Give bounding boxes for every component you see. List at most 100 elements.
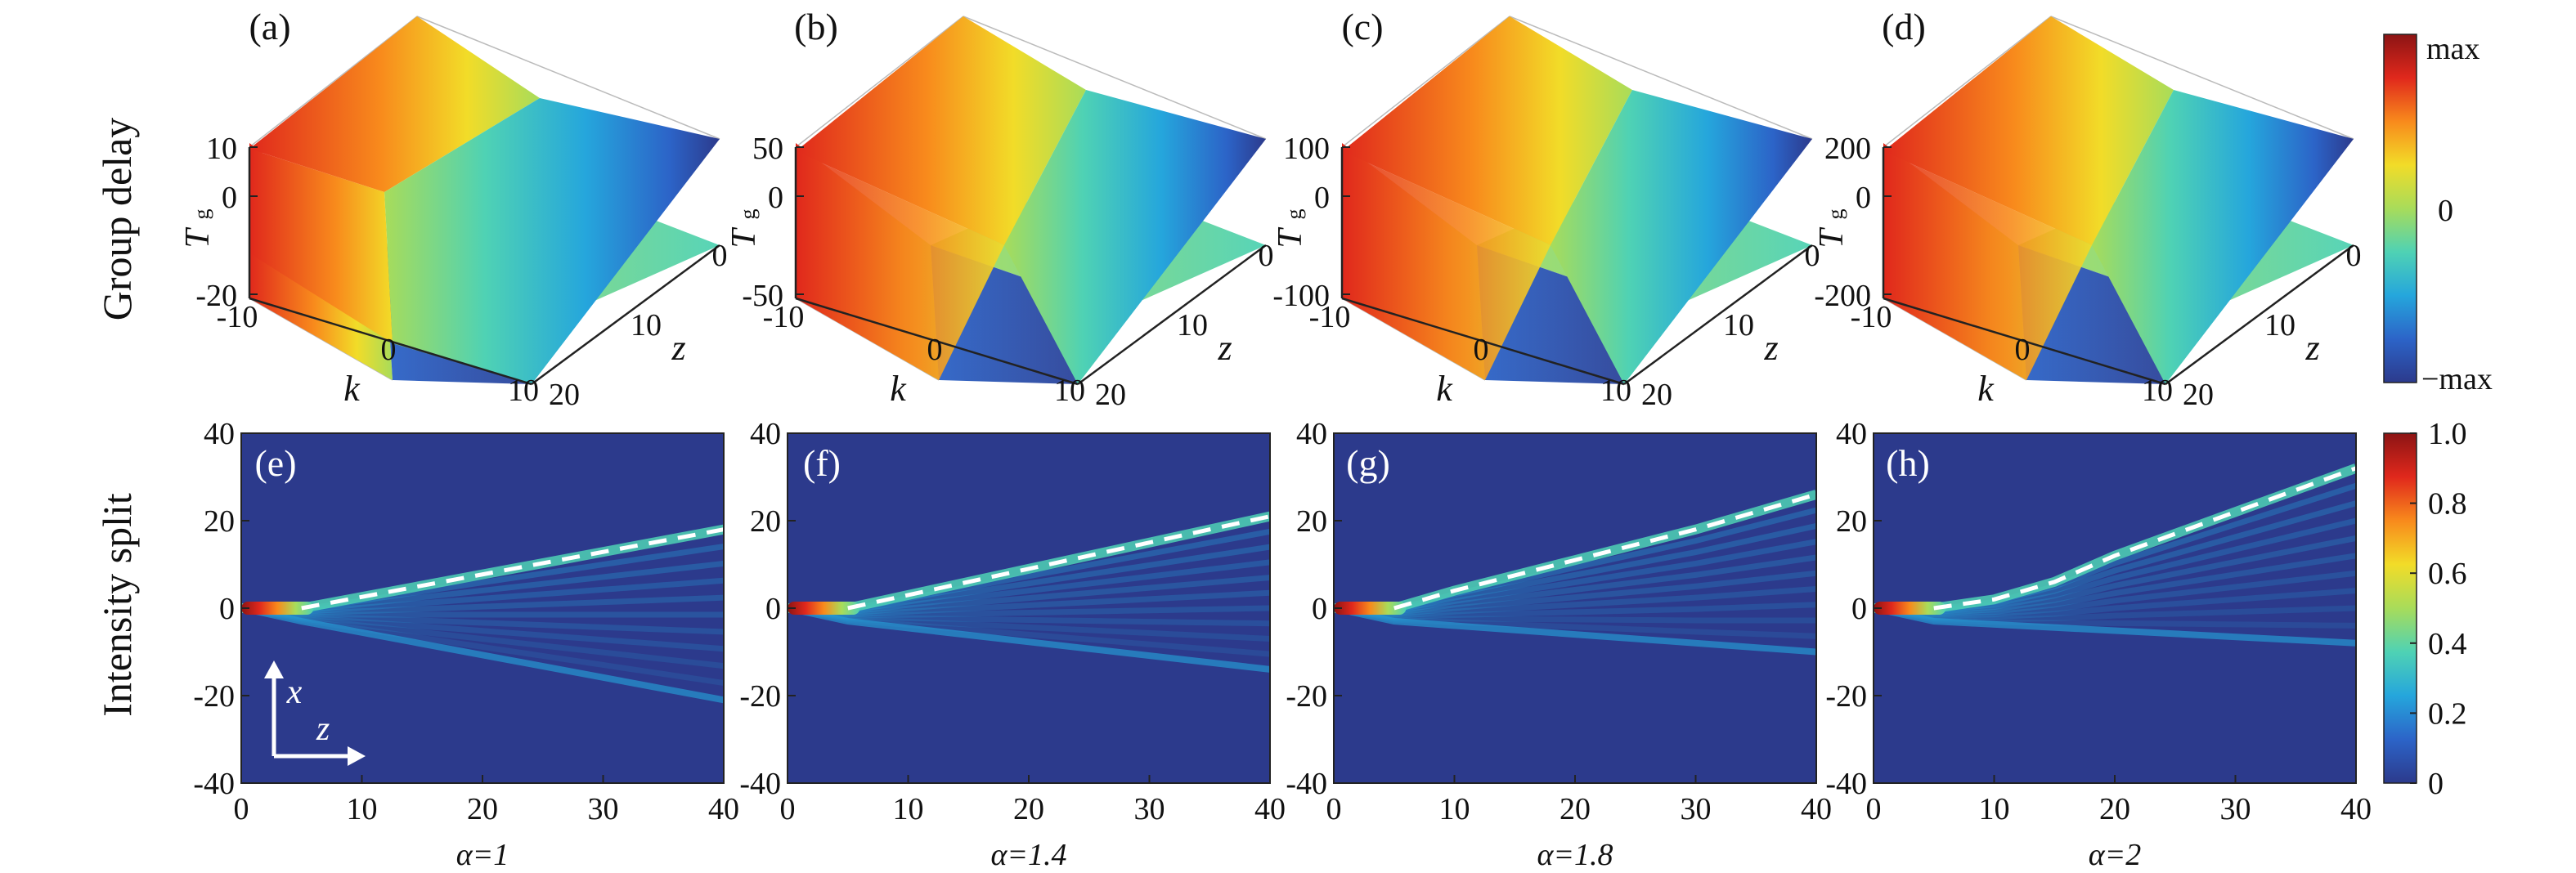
panel-label: (e) [254,442,296,484]
fringe [1874,588,2356,620]
z-tick-label: 20 [1641,378,1672,412]
colorbar-top: max 0 −max [2383,32,2493,396]
fringe [788,589,1270,618]
colorbar-bottom-label: 0.4 [2428,627,2467,661]
panel-label: (a) [249,6,290,47]
colorbar-bottom-label: 0.6 [2428,557,2467,591]
tg-tick-label: 0 [222,181,237,215]
k-tick-label: 10 [2142,374,2173,408]
step-wall [249,149,393,343]
k-axis-label: k [890,369,907,409]
x-tick-label: 20 [1013,792,1044,826]
heatmap-field [1334,433,1816,783]
k-tick-label: 10 [1600,374,1631,408]
fringe [1874,553,2356,618]
heatmap-content [241,524,724,704]
colorbar-bottom-label: 0.2 [2428,696,2467,731]
colorbar-top-gradient [2383,34,2417,383]
x-tick-label: 40 [1254,792,1286,826]
x-tick-label: 0 [1326,792,1342,826]
x-tick-label: 20 [2099,792,2130,826]
fringe [241,605,724,635]
x-axis-label: α=1 [456,838,509,872]
x-tick-label: 40 [2340,792,2372,826]
heatmap-content [788,511,1270,673]
lower-fold [1883,151,2092,380]
x-arrow-head [264,660,284,678]
y-tick-label: 40 [204,417,235,451]
lower-fold [1342,151,1551,380]
heatmap-plots-row: 0 10 20 30 40 40 20 0 -20 -40 α=1 (e) xz 0 10 20 30 40 40 2… [193,417,2372,872]
y-tick-label: 20 [1296,504,1327,539]
fringe [788,605,1270,627]
k-tick-label: -10 [217,300,258,334]
k-tick-label: 10 [508,374,539,408]
z-tick-label: 10 [2264,308,2296,342]
upper-sheet-cool [1551,90,1812,384]
input-spot [1874,602,1946,615]
inset-axes-arrows: xz [264,660,366,766]
z-axis-label: z [1217,328,1232,368]
k-axis-label: k [1977,369,1995,409]
y-tick-label: 0 [219,592,235,626]
x-tick-label: 40 [708,792,739,826]
tg-tick-label: -20 [195,279,237,313]
colorbar-bottom-label: 1.0 [2428,417,2467,451]
input-spot [788,602,860,615]
colorbar-bottom-gradient [2383,432,2417,784]
y-tick-label: 0 [1312,592,1327,626]
y-tick-label: -40 [193,767,235,801]
x-tick-label: 0 [234,792,249,826]
z-axis-label: z [671,328,685,368]
tg-axis-label-sub: g [736,209,760,220]
z-tick-label: 0 [1259,239,1274,273]
x-tick-label: 10 [893,792,924,826]
k-tick-label: -10 [1309,300,1351,334]
z-tick-label: 20 [549,378,580,412]
z-axis-label: z [1763,328,1778,368]
colorbar-top-label: 0 [2438,194,2453,228]
tg-axis-label: T [725,227,763,248]
x-tick-label: 10 [347,792,378,826]
tg-tick-label: 0 [768,181,783,215]
upper-sheet-warm [1342,16,1632,245]
x-axis-label: α=1.4 [990,838,1066,872]
trajectory-dashed-line [301,527,725,611]
tg-tick-label: 0 [1856,181,1871,215]
x-tick-label: 10 [1439,792,1470,826]
row-label-intensity-split: Intensity split [94,493,140,717]
tg-tick-label: -200 [1814,279,1871,313]
k-axis [1341,297,1625,386]
fringe [241,594,724,616]
z-axis [531,244,720,386]
fringe [1874,570,2356,620]
lower-fold [796,151,1004,380]
y-tick-label: 20 [750,504,781,539]
x-tick-label: 30 [1134,792,1165,826]
z-tick-label: 0 [2346,239,2362,273]
k-tick-label: -10 [763,300,805,334]
colorbar-bottom-label: 0.8 [2428,487,2467,522]
z-axis [2165,244,2354,386]
k-tick-label: 0 [927,333,943,367]
tg-axis-label: T [1813,227,1851,248]
z-axis [1623,244,1813,386]
colorbar-top-label: max [2426,32,2480,66]
colorbar-bottom: 1.0 0.8 0.6 0.4 0.2 0 [2383,417,2467,801]
x-tick-label: 30 [2220,792,2251,826]
surface-plots-row: (a)100-20Tg-10010k01020z(b)500-50Tg-1001… [179,6,2362,412]
fringe [1334,602,1816,620]
heatmap-panel-1: 0 10 20 30 40 40 20 0 -20 -40 α=1 (e) xz [193,417,739,872]
x-tick-label: 30 [588,792,619,826]
upper-sheet-cool [384,98,720,384]
upper-sheet-cool [2092,90,2354,384]
panel-label: (h) [1886,442,1930,484]
input-spot [1334,602,1407,615]
k-axis-label: k [1436,369,1453,409]
fringe [1874,535,2356,616]
x-tick-label: 0 [1866,792,1882,826]
fringe [241,605,724,669]
k-tick-label: -10 [1851,300,1892,334]
